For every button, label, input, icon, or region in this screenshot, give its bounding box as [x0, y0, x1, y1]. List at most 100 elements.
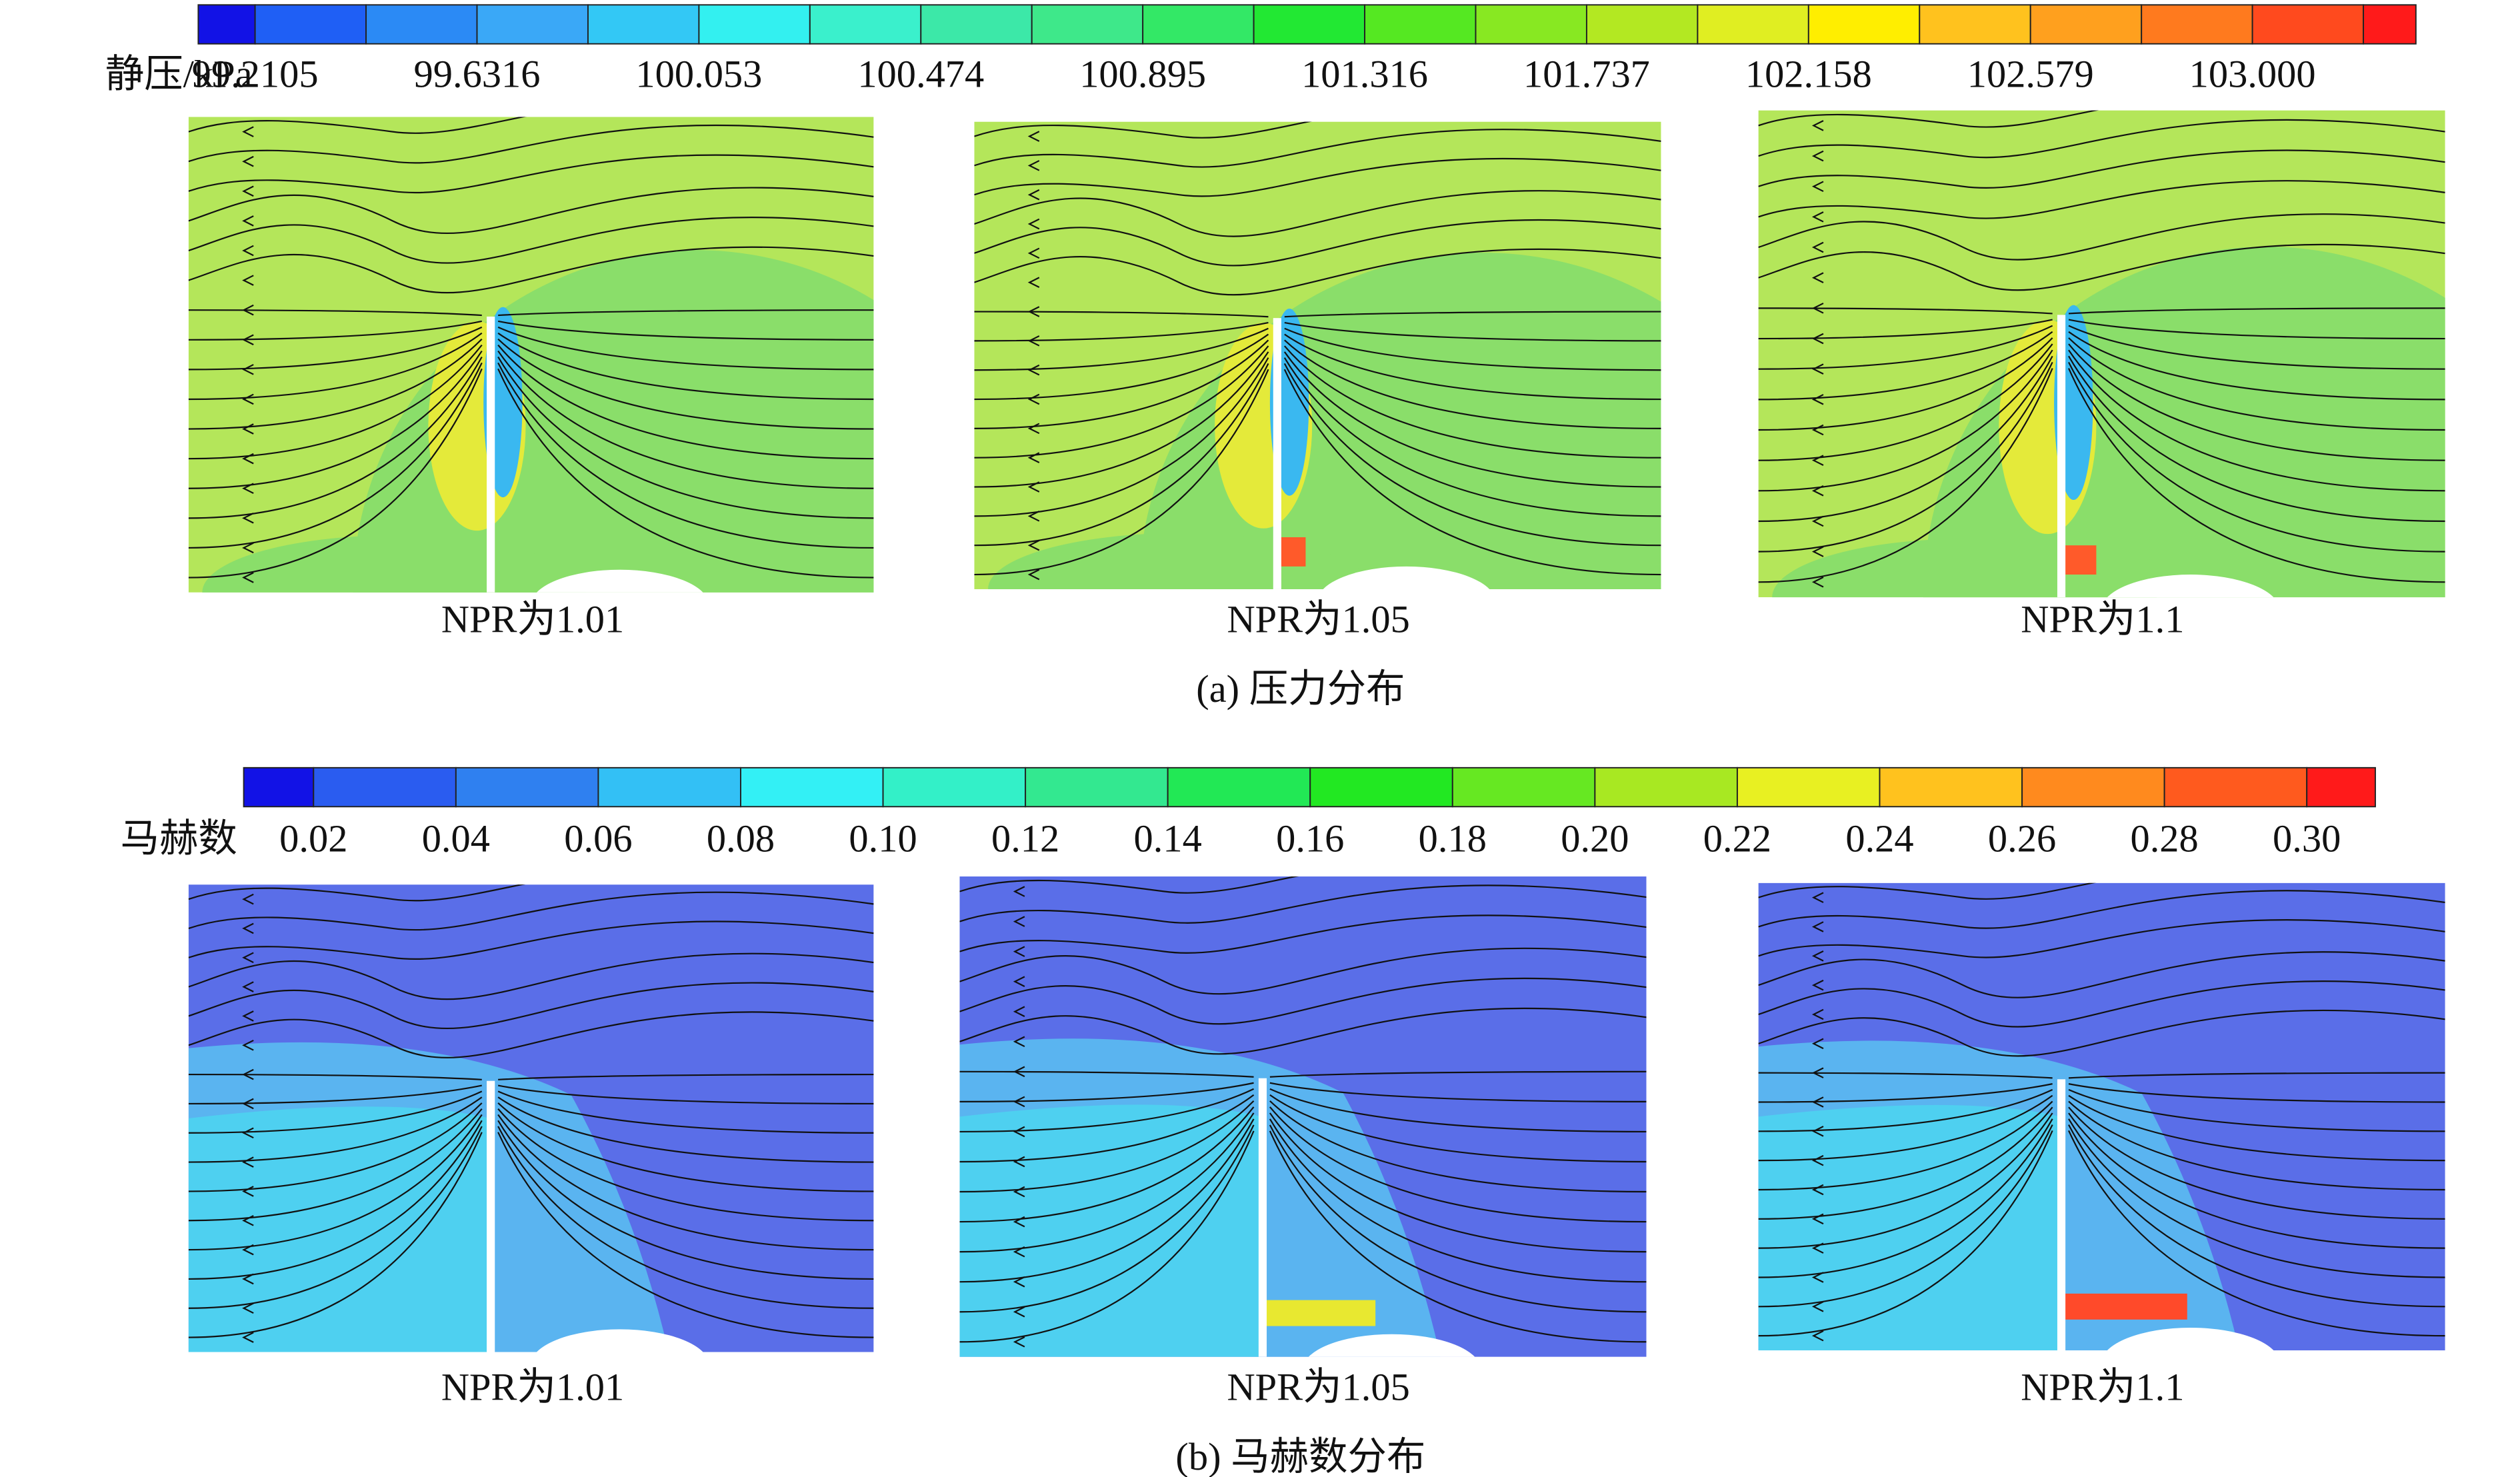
streamline: [959, 1130, 1647, 1343]
arrowhead: [1811, 515, 1824, 527]
colorbar-segment: [1585, 4, 1699, 45]
streamline: [974, 351, 1661, 488]
streamline: [188, 1073, 874, 1080]
colorbar-segment: [243, 766, 315, 808]
arrowhead: [1811, 1301, 1824, 1312]
arrowhead: [1013, 1216, 1025, 1228]
streamline: [974, 157, 1661, 197]
streamline: [188, 117, 527, 134]
streamline: [188, 1011, 874, 1058]
arrowhead: [1811, 577, 1824, 588]
streamline: [1758, 307, 2445, 315]
colorbar-tick-label: 0.18: [1419, 816, 1487, 860]
colorbar-tick-label: 100.053: [635, 52, 762, 95]
colorbar-segment: [2021, 766, 2165, 808]
arrowhead: [1013, 946, 1025, 957]
contour-panel: [974, 121, 1661, 589]
panel-body: [974, 121, 1661, 589]
jet: [2063, 1293, 2187, 1320]
colorbar-segment: [2363, 4, 2417, 45]
streamline: [974, 129, 1661, 168]
streamline: [188, 187, 874, 235]
arrowhead: [242, 1068, 254, 1080]
arrowhead: [1027, 218, 1040, 230]
streamline: [188, 246, 874, 294]
panel-caption: NPR为1.05: [1227, 598, 1409, 641]
streamline: [1758, 319, 2445, 340]
streamline: [959, 884, 1647, 924]
streamline: [959, 1094, 1647, 1163]
streamline: [1758, 1009, 2445, 1057]
cutout: [537, 569, 703, 593]
arrowhead: [1027, 481, 1040, 493]
streamline: [1758, 1088, 2445, 1132]
colorbar-segment: [1142, 4, 1255, 45]
jet-high: [2063, 545, 2097, 575]
streamline: [188, 332, 874, 401]
colorbar-segment: [1475, 4, 1587, 45]
arrowhead: [1811, 485, 1824, 497]
arrowhead: [1811, 241, 1824, 253]
plate: [2057, 315, 2066, 598]
streamline: [974, 333, 1661, 401]
colorbar-segment: [2251, 4, 2365, 45]
colorbar-tick-label: 0.08: [707, 816, 775, 860]
arrowhead: [1013, 916, 1025, 927]
colorbar-segment: [476, 4, 589, 45]
streamline: [188, 1108, 874, 1222]
streamline: [188, 1114, 874, 1251]
colorbar-segment: [1031, 4, 1144, 45]
streamline: [188, 362, 874, 549]
streamline: [1758, 1094, 2445, 1162]
streamline: [1758, 890, 2445, 929]
colorbar-segment: [698, 4, 811, 45]
arrowhead: [1027, 569, 1040, 581]
streamline: [188, 217, 874, 264]
arrowhead: [242, 922, 254, 934]
colorbar-segment: [1807, 4, 1921, 45]
arrowhead: [1811, 546, 1824, 557]
colorbar-segment: [1594, 766, 1738, 808]
arrowhead: [1027, 306, 1040, 317]
streamline: [959, 947, 1647, 995]
streamline: [188, 356, 874, 519]
colorbar-tick-label: 0.28: [2130, 816, 2198, 860]
region: [1758, 1104, 2061, 1351]
streamline: [974, 345, 1661, 459]
arrowhead: [242, 952, 254, 964]
colorbar-segment: [197, 4, 256, 45]
streamline: [188, 309, 874, 317]
streamline: [959, 1118, 1647, 1283]
arrowhead: [242, 245, 254, 257]
arrowhead: [1027, 452, 1040, 464]
streamline: [959, 1100, 1647, 1193]
arrowhead: [1811, 921, 1824, 932]
streamline: [1758, 213, 2445, 261]
arrowhead: [1027, 247, 1040, 259]
colorbar-segment: [2029, 4, 2143, 45]
streamline: [974, 327, 1661, 371]
arrowhead: [1811, 455, 1824, 466]
colorbar-tick-label: 0.06: [564, 816, 632, 860]
streamline: [959, 1106, 1647, 1223]
streamline: [974, 121, 1312, 139]
streamline: [974, 311, 1661, 318]
cutout: [2107, 575, 2274, 598]
streamline: [1758, 368, 2445, 583]
streamline: [1758, 1112, 2445, 1249]
streamline: [959, 977, 1647, 1025]
jet-high: [1279, 537, 1306, 567]
contour-panel: [188, 117, 874, 593]
arrowhead: [242, 126, 254, 137]
arrowhead: [242, 1127, 254, 1139]
streamline: [1758, 1130, 2445, 1337]
colorbar-segment: [1736, 766, 1881, 808]
panel-body: [1758, 882, 2445, 1351]
arrowhead: [242, 364, 254, 375]
arrowhead: [1013, 1156, 1025, 1168]
arrowhead: [242, 155, 254, 167]
streamline: [974, 248, 1661, 296]
colorbar-segment: [1253, 4, 1366, 45]
streamline: [959, 1112, 1647, 1253]
arrowhead: [242, 483, 254, 495]
